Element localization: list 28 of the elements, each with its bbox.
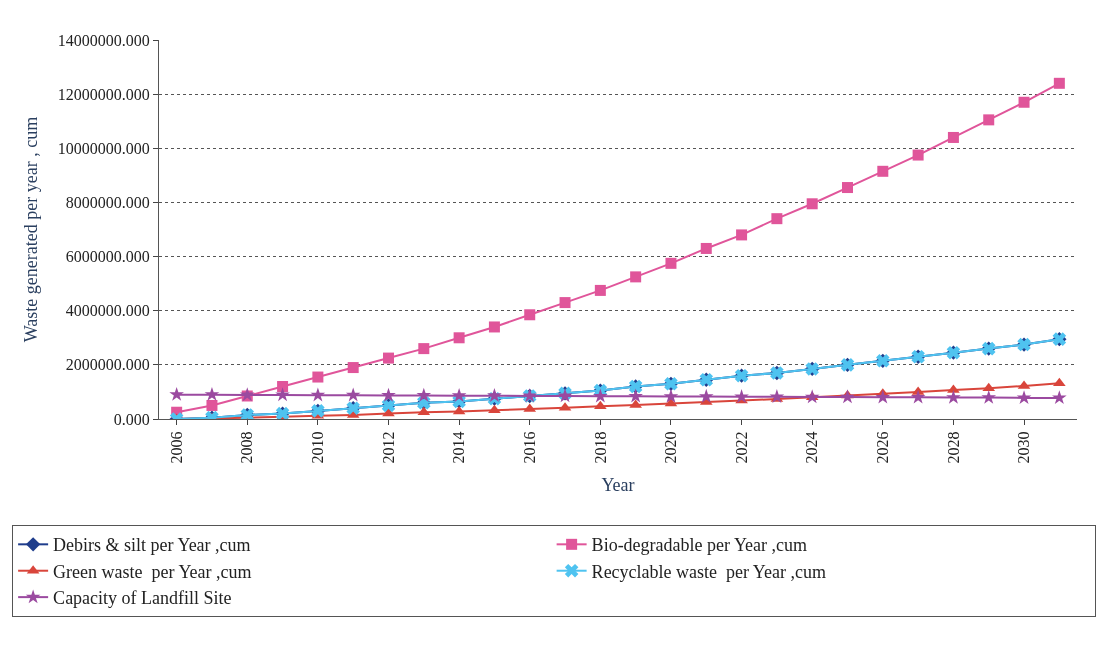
y-axis-title: Waste generated per year , cum [21,116,41,343]
y-tick-label: 14000000.000 [57,31,150,49]
x-tick-label: 2010 [309,431,327,464]
x-tick-label: 2016 [520,431,538,464]
y-tick-label: 8000000.000 [65,194,150,212]
x-axis-title: Year [601,474,635,495]
y-tick-label: 4000000.000 [65,302,150,320]
legend-label: Green waste per Year ,cum [53,561,252,582]
x-tick-label: 2030 [1015,431,1033,464]
x-tick-label: 2018 [591,431,609,464]
y-tick-label: 6000000.000 [65,248,150,266]
x-tick-label: 2028 [944,431,962,464]
y-tick-label: 0.000 [113,410,150,428]
x-tick-label: 2022 [732,431,750,464]
legend-label: Capacity of Landfill Site [53,588,232,609]
x-tick-label: 2020 [662,431,680,464]
x-tick-label: 2024 [803,431,821,464]
x-tick-label: 2012 [379,431,397,464]
legend-label: Bio-degradable per Year ,cum [591,535,808,556]
x-tick-label: 2008 [238,431,256,464]
y-tick-label: 10000000.000 [57,139,150,157]
x-tick-label: 2006 [167,431,185,464]
x-tick-label: 2014 [450,431,468,464]
x-tick-label: 2026 [874,431,892,464]
legend-label: Recyclable waste per Year ,cum [591,561,827,582]
y-tick-label: 12000000.000 [57,85,150,103]
y-tick-label: 2000000.000 [65,356,150,374]
legend-label: Debirs & silt per Year ,cum [53,535,251,556]
